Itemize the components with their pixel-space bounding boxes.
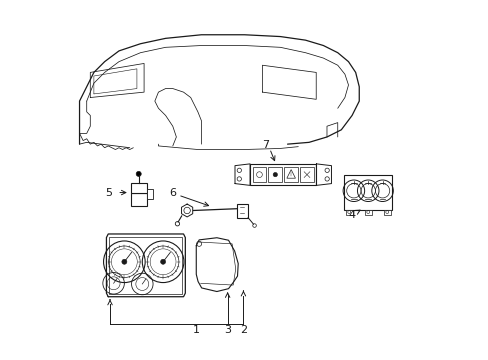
Circle shape [122, 259, 126, 264]
FancyBboxPatch shape [345, 210, 352, 215]
Circle shape [175, 222, 179, 226]
FancyBboxPatch shape [249, 164, 316, 185]
FancyBboxPatch shape [146, 189, 153, 199]
FancyBboxPatch shape [300, 167, 313, 182]
FancyBboxPatch shape [284, 167, 297, 182]
Text: 2: 2 [240, 325, 246, 335]
FancyBboxPatch shape [237, 204, 247, 218]
Text: 3: 3 [224, 325, 231, 335]
Circle shape [136, 171, 141, 176]
Text: 6: 6 [169, 188, 176, 198]
Text: 1: 1 [192, 325, 199, 335]
Text: 7: 7 [262, 140, 269, 150]
FancyBboxPatch shape [268, 167, 282, 182]
Text: 4: 4 [348, 210, 355, 220]
FancyBboxPatch shape [131, 193, 146, 206]
FancyBboxPatch shape [344, 175, 391, 210]
FancyBboxPatch shape [383, 210, 390, 215]
FancyBboxPatch shape [131, 183, 146, 193]
Circle shape [160, 259, 165, 264]
FancyBboxPatch shape [252, 167, 266, 182]
FancyBboxPatch shape [109, 237, 182, 294]
Circle shape [273, 172, 277, 177]
Text: 5: 5 [104, 188, 111, 198]
FancyBboxPatch shape [364, 210, 371, 215]
